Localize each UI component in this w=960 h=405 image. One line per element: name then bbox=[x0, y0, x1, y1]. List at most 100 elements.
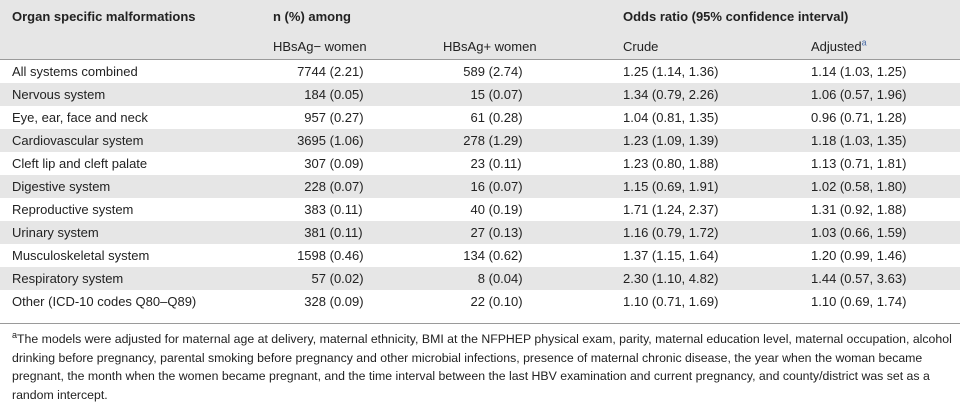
row-label-cell: Respiratory system bbox=[0, 267, 273, 290]
row-hbsag-pos: 40 (0.19) bbox=[470, 202, 523, 217]
row-hbsag-pos: 23 (0.11) bbox=[470, 156, 522, 171]
table-row: Digestive system 228 (0.07) 16 (0.07) 1.15 … bbox=[0, 175, 960, 198]
row-hbsag-neg: 381 (0.11) bbox=[304, 225, 363, 240]
row-label: All systems combined bbox=[12, 64, 138, 79]
row-crude-or-cell: 1.04 (0.81, 1.35) bbox=[623, 106, 811, 129]
row-label: Other (ICD-10 codes Q80–Q89) bbox=[12, 294, 197, 309]
row-adjusted-or-cell: 1.03 (0.66, 1.59) bbox=[811, 221, 960, 244]
row-hbsag-neg: 307 (0.09) bbox=[304, 156, 364, 171]
row-hbsag-neg-cell: 957 (0.27) bbox=[273, 106, 443, 129]
row-label-cell: Cardiovascular system bbox=[0, 129, 273, 152]
row-hbsag-neg-cell: 184 (0.05) bbox=[273, 83, 443, 106]
row-crude-or-cell: 1.15 (0.69, 1.91) bbox=[623, 175, 811, 198]
malformations-table: Organ specific malformations n (%) among… bbox=[0, 0, 960, 313]
row-hbsag-pos-cell: 134 (0.62) bbox=[443, 244, 623, 267]
row-hbsag-pos: 589 (2.74) bbox=[463, 64, 523, 79]
row-label: Respiratory system bbox=[12, 271, 124, 286]
table-footnote: aThe models were adjusted for maternal a… bbox=[12, 330, 952, 404]
row-hbsag-pos-cell: 23 (0.11) bbox=[443, 152, 623, 175]
row-adjusted-or-cell: 1.18 (1.03, 1.35) bbox=[811, 129, 960, 152]
row-label: Nervous system bbox=[12, 87, 106, 102]
row-hbsag-pos: 16 (0.07) bbox=[470, 179, 523, 194]
row-crude-or: 2.30 (1.10, 4.82) bbox=[623, 271, 719, 286]
row-label-cell: Cleft lip and cleft palate bbox=[0, 152, 273, 175]
table-row: Urinary system 381 (0.11) 27 (0.13) 1.16 (0… bbox=[0, 221, 960, 244]
row-adjusted-or: 1.10 (0.69, 1.74) bbox=[811, 294, 907, 309]
row-crude-or-cell: 2.30 (1.10, 4.82) bbox=[623, 267, 811, 290]
row-hbsag-neg-cell: 328 (0.09) bbox=[273, 290, 443, 313]
row-hbsag-pos-cell: 278 (1.29) bbox=[443, 129, 623, 152]
header-organ: Organ specific malformations bbox=[0, 0, 273, 33]
table-bottom-rule bbox=[0, 323, 960, 324]
row-crude-or: 1.23 (1.09, 1.39) bbox=[623, 133, 719, 148]
footnote-text: The models were adjusted for maternal ag… bbox=[12, 332, 952, 402]
row-adjusted-or: 1.20 (0.99, 1.46) bbox=[811, 248, 907, 263]
row-crude-or: 1.37 (1.15, 1.64) bbox=[623, 248, 719, 263]
header-adjusted-label: Adjusted bbox=[811, 38, 862, 54]
row-hbsag-pos-cell: 16 (0.07) bbox=[443, 175, 623, 198]
row-hbsag-pos: 27 (0.13) bbox=[470, 225, 523, 240]
header-row-2: HBsAg− women HBsAg+ women Crude Adjusted… bbox=[0, 33, 960, 60]
row-adjusted-or: 1.31 (0.92, 1.88) bbox=[811, 202, 907, 217]
table-row: Eye, ear, face and neck 957 (0.27) 61 (0.2… bbox=[0, 106, 960, 129]
row-hbsag-pos-cell: 40 (0.19) bbox=[443, 198, 623, 221]
row-adjusted-or-cell: 1.06 (0.57, 1.96) bbox=[811, 83, 960, 106]
row-adjusted-or: 1.18 (1.03, 1.35) bbox=[811, 133, 907, 148]
row-crude-or-cell: 1.23 (0.80, 1.88) bbox=[623, 152, 811, 175]
footnote-mark: a bbox=[12, 329, 18, 340]
row-hbsag-neg: 328 (0.09) bbox=[304, 294, 364, 309]
header-hbsag-pos: HBsAg+ women bbox=[443, 33, 623, 60]
table-row: Cardiovascular system 3695 (1.06) 278 (1.2… bbox=[0, 129, 960, 152]
row-hbsag-pos-cell: 61 (0.28) bbox=[443, 106, 623, 129]
row-label-cell: Reproductive system bbox=[0, 198, 273, 221]
row-crude-or: 1.15 (0.69, 1.91) bbox=[623, 179, 719, 194]
row-hbsag-neg: 3695 (1.06) bbox=[297, 133, 364, 148]
row-hbsag-pos-cell: 15 (0.07) bbox=[443, 83, 623, 106]
row-crude-or-cell: 1.25 (1.14, 1.36) bbox=[623, 60, 811, 84]
row-label-cell: Musculoskeletal system bbox=[0, 244, 273, 267]
row-adjusted-or: 1.03 (0.66, 1.59) bbox=[811, 225, 907, 240]
row-hbsag-neg-cell: 381 (0.11) bbox=[273, 221, 443, 244]
row-hbsag-neg: 957 (0.27) bbox=[304, 110, 364, 125]
table-row: Other (ICD-10 codes Q80–Q89) 328 (0.09) 22… bbox=[0, 290, 960, 313]
row-adjusted-or-cell: 1.44 (0.57, 3.63) bbox=[811, 267, 960, 290]
row-crude-or: 1.04 (0.81, 1.35) bbox=[623, 110, 719, 125]
row-adjusted-or-cell: 1.02 (0.58, 1.80) bbox=[811, 175, 960, 198]
header-adjusted: Adjusteda bbox=[811, 33, 960, 60]
row-hbsag-pos: 134 (0.62) bbox=[463, 248, 523, 263]
row-hbsag-neg-cell: 228 (0.07) bbox=[273, 175, 443, 198]
table-row: Musculoskeletal system 1598 (0.46) 134 (0.… bbox=[0, 244, 960, 267]
row-adjusted-or-cell: 1.10 (0.69, 1.74) bbox=[811, 290, 960, 313]
table-row: All systems combined 7744 (2.21) 589 (2.74… bbox=[0, 60, 960, 84]
row-hbsag-pos: 61 (0.28) bbox=[470, 110, 523, 125]
row-hbsag-neg: 184 (0.05) bbox=[304, 87, 364, 102]
row-hbsag-neg: 383 (0.11) bbox=[304, 202, 363, 217]
row-label: Digestive system bbox=[12, 179, 111, 194]
row-adjusted-or: 1.06 (0.57, 1.96) bbox=[811, 87, 907, 102]
row-crude-or: 1.23 (0.80, 1.88) bbox=[623, 156, 719, 171]
row-label-cell: Urinary system bbox=[0, 221, 273, 244]
row-adjusted-or-cell: 1.14 (1.03, 1.25) bbox=[811, 60, 960, 84]
row-adjusted-or-cell: 1.31 (0.92, 1.88) bbox=[811, 198, 960, 221]
table-row: Reproductive system 383 (0.11) 40 (0.19) 1.… bbox=[0, 198, 960, 221]
row-adjusted-or: 1.14 (1.03, 1.25) bbox=[811, 64, 907, 79]
row-hbsag-neg: 1598 (0.46) bbox=[297, 248, 364, 263]
row-crude-or-cell: 1.71 (1.24, 2.37) bbox=[623, 198, 811, 221]
row-hbsag-pos: 22 (0.10) bbox=[470, 294, 523, 309]
header-blank bbox=[0, 33, 273, 60]
row-crude-or: 1.16 (0.79, 1.72) bbox=[623, 225, 719, 240]
row-crude-or-cell: 1.23 (1.09, 1.39) bbox=[623, 129, 811, 152]
header-crude: Crude bbox=[623, 33, 811, 60]
row-crude-or-cell: 1.34 (0.79, 2.26) bbox=[623, 83, 811, 106]
row-hbsag-neg-cell: 57 (0.02) bbox=[273, 267, 443, 290]
row-hbsag-neg-cell: 307 (0.09) bbox=[273, 152, 443, 175]
row-adjusted-or: 1.02 (0.58, 1.80) bbox=[811, 179, 907, 194]
header-row-1: Organ specific malformations n (%) among… bbox=[0, 0, 960, 33]
row-adjusted-or: 1.13 (0.71, 1.81) bbox=[811, 156, 907, 171]
row-crude-or: 1.71 (1.24, 2.37) bbox=[623, 202, 719, 217]
row-label-cell: All systems combined bbox=[0, 60, 273, 84]
row-adjusted-or: 0.96 (0.71, 1.28) bbox=[811, 110, 907, 125]
row-label-cell: Other (ICD-10 codes Q80–Q89) bbox=[0, 290, 273, 313]
row-hbsag-neg: 228 (0.07) bbox=[304, 179, 364, 194]
